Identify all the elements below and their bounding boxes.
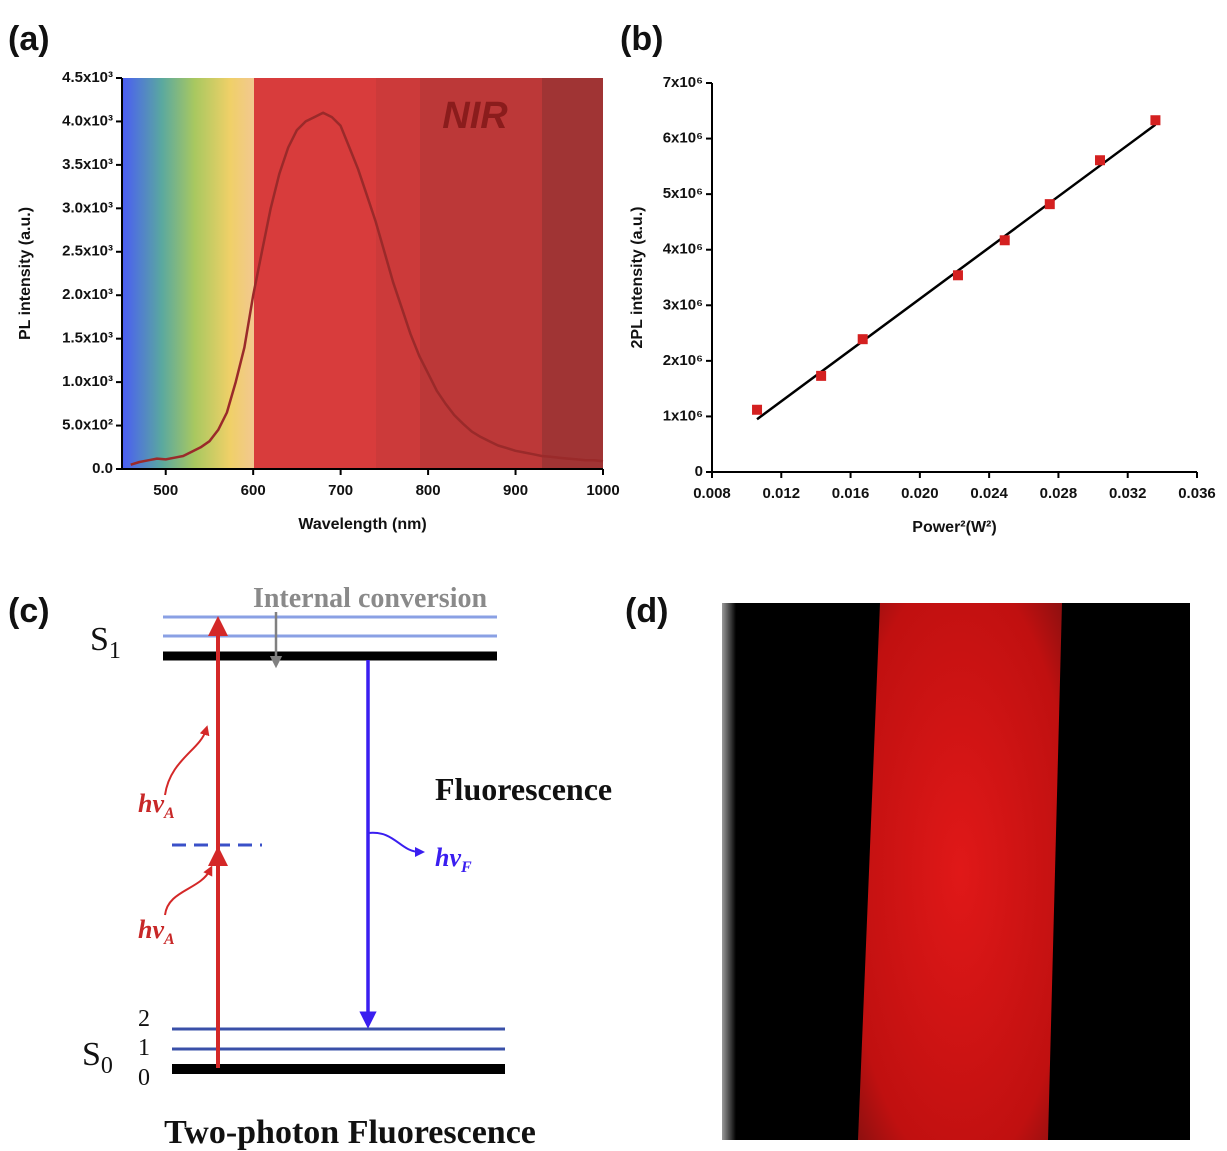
- data-point: [1000, 235, 1010, 245]
- s1-text: S: [90, 621, 109, 658]
- y-axis-title: 2PL intensity (a.u.): [629, 207, 646, 349]
- y-tick-label: 7x10⁶: [663, 74, 703, 91]
- y-axis-title: PL intensity (a.u.): [17, 207, 34, 340]
- y-tick-label: 0: [695, 463, 703, 480]
- y-tick-label: 4.5x10³: [62, 69, 113, 86]
- panel-label: (b): [620, 20, 663, 58]
- data-point: [1045, 199, 1055, 209]
- data-point: [953, 270, 963, 280]
- x-tick-label: 0.036: [1178, 485, 1216, 502]
- y-tick-label: 3x10⁶: [663, 296, 703, 313]
- y-tick-label: 4.0x10³: [62, 112, 113, 129]
- fluorescence-image: [722, 603, 1190, 1140]
- hva-label: hvA: [138, 789, 175, 822]
- x-tick-label: 1000: [586, 482, 619, 499]
- x-tick-label: 0.020: [901, 485, 939, 502]
- x-tick-label: 700: [328, 482, 353, 499]
- hva-text: hv: [138, 915, 164, 944]
- data-point: [1095, 155, 1105, 165]
- y-tick-label: 1.5x10³: [62, 330, 113, 347]
- hvf-text: hv: [435, 843, 461, 872]
- level-label: 2: [138, 1006, 150, 1032]
- energy-diagram: [163, 612, 505, 1069]
- hva-text: hv: [138, 789, 164, 818]
- y-tick-label: 5x10⁶: [663, 185, 703, 202]
- s1-label: S1: [90, 621, 121, 664]
- s0-sub: 0: [101, 1053, 113, 1079]
- x-tick-label: 0.024: [970, 485, 1008, 502]
- y-tick-label: 5.0x10²: [62, 417, 113, 434]
- y-tick-label: 0.0: [92, 460, 113, 477]
- x-tick-label: 0.008: [693, 485, 731, 502]
- page: {"chart_data": [ {"type": "line", "label…: [0, 0, 1227, 1151]
- panel-label: (d): [625, 592, 668, 630]
- y-tick-label: 1.0x10³: [62, 373, 113, 390]
- s0-label: S0: [82, 1036, 113, 1079]
- y-tick-label: 2x10⁶: [663, 352, 703, 369]
- y-tick-label: 6x10⁶: [663, 130, 703, 147]
- x-tick-label: 900: [503, 482, 528, 499]
- diagram-caption: Two-photon Fluorescence: [164, 1114, 536, 1151]
- x-tick-label: 500: [153, 482, 178, 499]
- x-tick-label: 800: [416, 482, 441, 499]
- hvf-label: hvF: [435, 843, 472, 876]
- data-point: [816, 371, 826, 381]
- level-label: 0: [138, 1065, 150, 1091]
- s0-text: S: [82, 1036, 101, 1073]
- y-tick-label: 3.5x10³: [62, 156, 113, 173]
- y-tick-label: 2.5x10³: [62, 243, 113, 260]
- data-point: [858, 334, 868, 344]
- level-label: 1: [138, 1035, 150, 1061]
- nir-annotation: NIR: [442, 95, 508, 137]
- y-tick-label: 2.0x10³: [62, 286, 113, 303]
- x-tick-label: 0.016: [832, 485, 870, 502]
- panel-label: (a): [8, 20, 50, 58]
- data-point: [1150, 115, 1160, 125]
- hva-label: hvA: [138, 915, 175, 948]
- y-tick-label: 4x10⁶: [663, 241, 703, 258]
- x-tick-label: 0.028: [1040, 485, 1078, 502]
- internal-conversion: Internal conversion: [253, 583, 488, 614]
- x-tick-label: 0.032: [1109, 485, 1147, 502]
- y-tick-label: 3.0x10³: [62, 199, 113, 216]
- panel-label: (c): [8, 592, 50, 630]
- y-tick-label: 1x10⁶: [663, 407, 703, 424]
- fluorescence-label: Fluorescence: [435, 771, 612, 807]
- data-point: [752, 405, 762, 415]
- x-axis-title: Wavelength (nm): [298, 516, 426, 533]
- hvf-sub: F: [460, 859, 472, 876]
- x-tick-label: 0.012: [763, 485, 801, 502]
- x-tick-label: 600: [241, 482, 266, 499]
- figure: NIR Internal conversion S1 S0 2 1 0 Fluo…: [0, 0, 1227, 1151]
- hva-sub: A: [163, 931, 175, 948]
- x-axis-title: Power²(W²): [912, 519, 996, 536]
- hva-sub: A: [163, 805, 175, 822]
- spectrum-background: [122, 78, 603, 469]
- s1-sub: 1: [109, 638, 121, 664]
